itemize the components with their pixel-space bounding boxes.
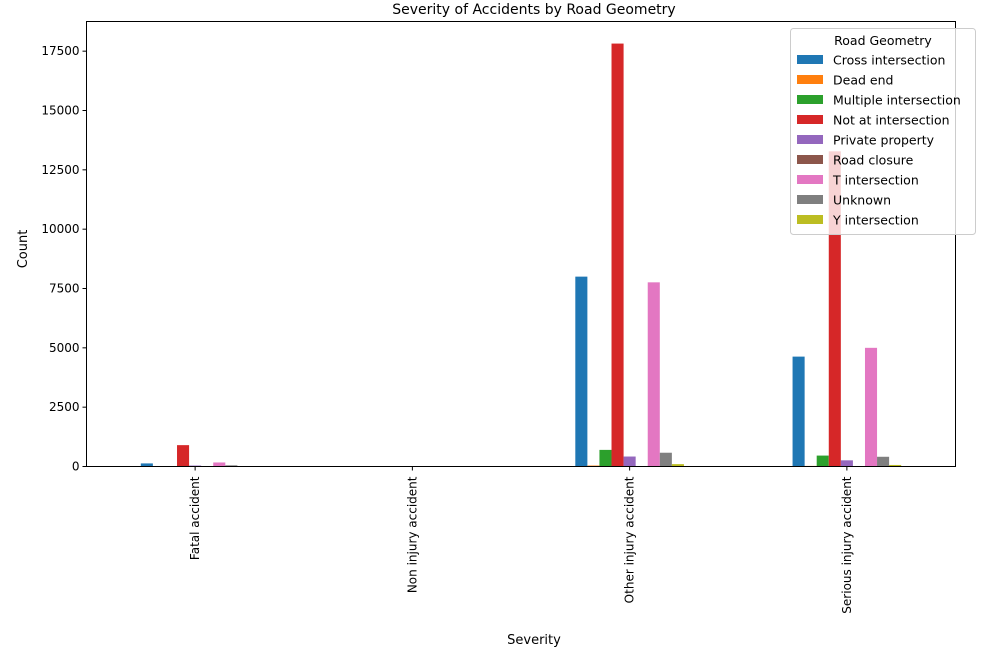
y-axis-label: Count: [16, 230, 31, 269]
bar-5-3: [624, 457, 636, 467]
y-tick-label: 15000: [41, 104, 79, 118]
bar-7-3: [648, 282, 660, 466]
legend-label: Not at intersection: [833, 113, 950, 128]
bar-7-1: [213, 462, 225, 466]
bar-3-4: [817, 456, 829, 467]
y-tick-label: 7500: [49, 282, 80, 296]
y-tick-label: 12500: [41, 163, 79, 177]
legend-title: Road Geometry: [834, 33, 932, 48]
x-tick-label: Serious injury accident: [840, 476, 854, 613]
legend-label: Multiple intersection: [833, 93, 961, 108]
legend-swatch: [797, 55, 823, 64]
legend-swatch: [797, 115, 823, 124]
x-tick-label: Fatal accident: [188, 476, 202, 560]
legend-label: Cross intersection: [833, 53, 945, 68]
legend-label: Dead end: [833, 73, 893, 88]
legend-label: Road closure: [833, 153, 914, 168]
y-tick-label: 0: [72, 460, 80, 474]
legend-swatch: [797, 215, 823, 224]
bars-layer: [141, 44, 901, 467]
legend-swatch: [797, 95, 823, 104]
bar-1-3: [575, 277, 587, 467]
legend-label: Unknown: [833, 193, 891, 208]
legend-swatch: [797, 195, 823, 204]
legend-swatch: [797, 175, 823, 184]
legend-swatch: [797, 135, 823, 144]
legend-swatch: [797, 75, 823, 84]
bar-4-3: [612, 44, 624, 467]
y-tick-label: 2500: [49, 400, 80, 414]
chart-title: Severity of Accidents by Road Geometry: [392, 2, 675, 18]
bar-8-3: [660, 453, 672, 467]
y-tick-label: 17500: [41, 44, 79, 58]
x-tick-label: Other injury accident: [623, 476, 637, 603]
bar-4-1: [177, 445, 189, 466]
legend-label: Private property: [833, 133, 935, 148]
legend-label: T intersection: [832, 173, 919, 188]
bar-8-4: [877, 457, 889, 467]
y-tick-label: 10000: [41, 222, 79, 236]
bar-1-4: [793, 357, 805, 467]
y-tick-label: 5000: [49, 341, 80, 355]
bar-5-4: [841, 460, 853, 466]
bar-7-4: [865, 348, 877, 467]
x-axis-label: Severity: [507, 633, 561, 648]
legend-label: Y intersection: [832, 213, 919, 228]
x-tick-label: Non injury accident: [405, 476, 419, 593]
bar-3-3: [599, 450, 611, 467]
x-axis-ticks: Fatal accident Non injury accident Other i…: [188, 467, 854, 614]
y-axis-ticks: 0 2500 5000 7500 10000 12500 15000 17500: [41, 44, 86, 473]
legend: Road Geometry Cross intersection Dead end…: [791, 29, 976, 235]
legend-swatch: [797, 155, 823, 164]
